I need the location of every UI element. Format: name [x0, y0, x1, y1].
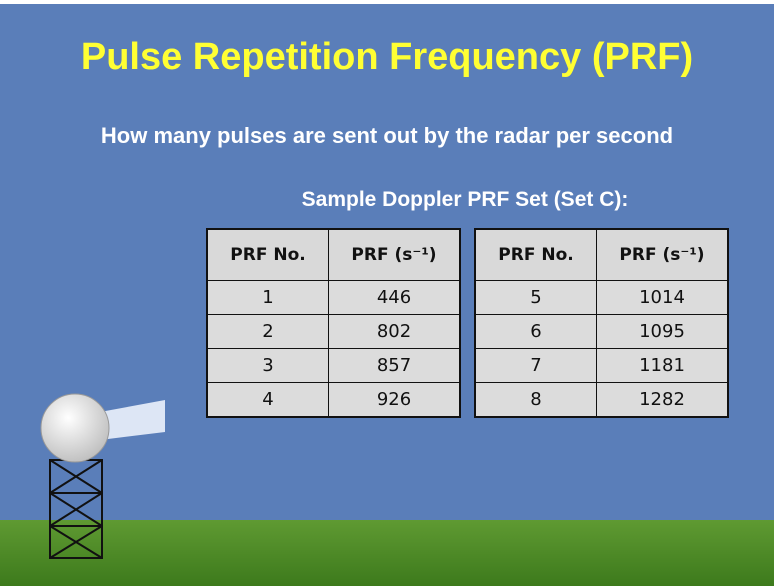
cell: 8 — [475, 383, 597, 418]
radar-dome — [41, 394, 109, 462]
grass — [0, 520, 774, 586]
subtitle: How many pulses are sent out by the rada… — [0, 123, 774, 149]
header-cell: PRF (s⁻¹) — [597, 229, 729, 281]
cell: 857 — [329, 349, 461, 383]
cell: 926 — [329, 383, 461, 418]
cell: 7 — [475, 349, 597, 383]
cell: 6 — [475, 315, 597, 349]
cell: 1095 — [597, 315, 729, 349]
table-caption: Sample Doppler PRF Set (Set C): — [220, 188, 710, 212]
cell: 446 — [329, 281, 461, 315]
cell: 2 — [207, 315, 329, 349]
header-cell: PRF No. — [207, 229, 329, 281]
cell: 1282 — [597, 383, 729, 418]
cell: 3 — [207, 349, 329, 383]
cell: 1181 — [597, 349, 729, 383]
cell: 1 — [207, 281, 329, 315]
header-row: PRF No.PRF (s⁻¹) — [475, 229, 728, 281]
slide: Pulse Repetition Frequency (PRF) How man… — [0, 0, 774, 586]
top-edge — [0, 0, 774, 4]
cell: 802 — [329, 315, 461, 349]
header-cell: PRF (s⁻¹) — [329, 229, 461, 281]
cell: 1014 — [597, 281, 729, 315]
title: Pulse Repetition Frequency (PRF) — [0, 36, 774, 79]
radar-beam — [100, 400, 165, 440]
cell: 4 — [207, 383, 329, 418]
header-row: PRF No.PRF (s⁻¹) — [207, 229, 460, 281]
header-cell: PRF No. — [475, 229, 597, 281]
cell: 5 — [475, 281, 597, 315]
